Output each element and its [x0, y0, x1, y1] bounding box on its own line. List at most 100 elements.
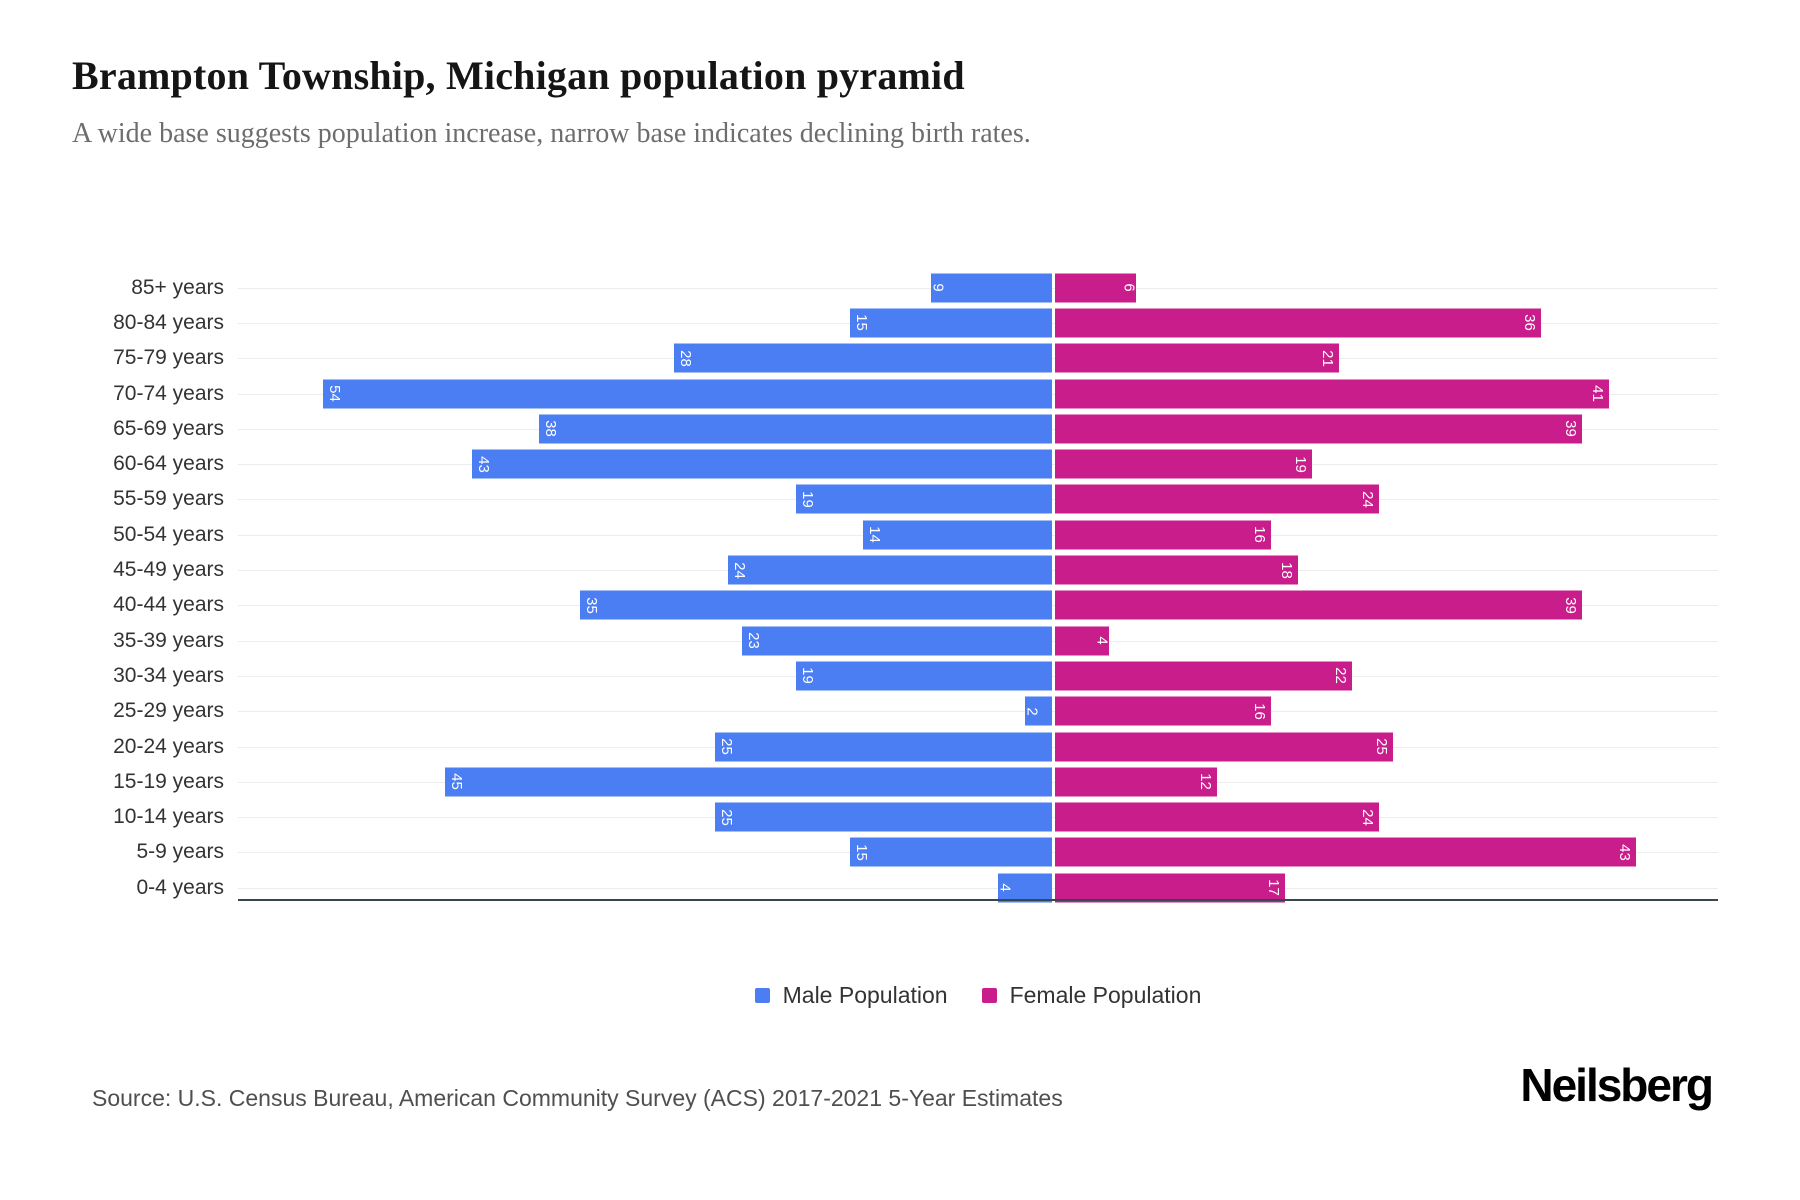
pyramid-row: 85+ years 9 6 [0, 270, 1800, 305]
female-bar: 24 [1055, 802, 1379, 832]
female-bar: 22 [1055, 661, 1352, 691]
pyramid-row: 40-44 years 35 39 [0, 588, 1800, 623]
male-legend-swatch-icon [754, 988, 770, 1003]
male-bar: 19 [795, 484, 1052, 514]
age-group-label: 45-49 years [113, 558, 224, 582]
female-bar: 12 [1055, 767, 1217, 797]
age-group-label: 55-59 years [113, 487, 224, 511]
male-bar: 38 [539, 414, 1052, 444]
pyramid-row: 55-59 years 19 24 [0, 482, 1800, 517]
age-group-label: 50-54 years [113, 522, 224, 546]
female-bar: 6 [1055, 273, 1138, 303]
male-bar: 54 [323, 379, 1052, 409]
female-bar-value: 22 [1332, 667, 1350, 685]
page-title: Brampton Township, Michigan population p… [72, 53, 965, 98]
age-group-label: 70-74 years [113, 381, 224, 405]
male-bar-value: 25 [717, 808, 735, 826]
female-bar-value: 6 [1120, 283, 1138, 292]
female-bar: 18 [1055, 555, 1298, 585]
female-bar-value: 25 [1372, 738, 1390, 755]
female-legend-label: Female Population [1009, 982, 1202, 1008]
pyramid-row: 75-79 years 28 21 [0, 341, 1800, 376]
female-bar-value: 39 [1561, 420, 1579, 438]
age-group-label: 5-9 years [136, 840, 224, 864]
male-bar-value: 9 [929, 283, 947, 292]
pyramid-row: 25-29 years 2 16 [0, 694, 1800, 729]
female-bar: 36 [1055, 308, 1541, 338]
age-group-label: 35-39 years [113, 628, 224, 652]
female-bar: 24 [1055, 484, 1379, 514]
male-bar-value: 19 [798, 667, 816, 685]
age-group-label: 0-4 years [136, 875, 224, 899]
female-bar-value: 16 [1251, 526, 1269, 544]
pyramid-row: 10-14 years 25 24 [0, 799, 1800, 834]
female-bar-value: 24 [1359, 808, 1377, 826]
male-bar: 25 [714, 802, 1052, 832]
age-group-label: 25-29 years [113, 699, 224, 723]
female-legend-swatch-icon [981, 988, 997, 1003]
male-bar-value: 25 [717, 738, 735, 755]
pyramid-row: 60-64 years 43 19 [0, 446, 1800, 481]
male-bar-value: 28 [676, 349, 694, 367]
male-bar: 28 [674, 343, 1052, 373]
female-bar: 19 [1055, 449, 1312, 479]
age-group-label: 20-24 years [113, 734, 224, 758]
pyramid-row: 35-39 years 23 4 [0, 623, 1800, 658]
female-bar-value: 19 [1291, 455, 1309, 473]
pyramid-row: 50-54 years 14 16 [0, 517, 1800, 552]
gridline [238, 887, 1718, 889]
age-group-label: 60-64 years [113, 452, 224, 476]
female-bar: 41 [1055, 379, 1609, 409]
age-group-label: 10-14 years [113, 805, 224, 829]
chart-legend: Male Population Female Population [238, 982, 1718, 1009]
female-bar-value: 21 [1318, 349, 1336, 367]
male-bar-value: 35 [582, 596, 600, 614]
male-bar-value: 38 [541, 420, 559, 438]
male-bar: 43 [471, 449, 1052, 479]
female-bar-value: 12 [1197, 773, 1215, 791]
female-bar: 16 [1055, 520, 1271, 550]
age-group-label: 30-34 years [113, 663, 224, 687]
female-bar: 25 [1055, 732, 1393, 761]
male-bar-value: 24 [730, 561, 748, 579]
pyramid-row: 20-24 years 25 25 [0, 729, 1800, 764]
male-bar: 15 [849, 837, 1052, 867]
pyramid-row: 0-4 years 4 17 [0, 870, 1800, 905]
pyramid-row: 80-84 years 15 36 [0, 305, 1800, 340]
male-bar: 2 [1023, 696, 1052, 726]
age-group-label: 15-19 years [113, 769, 224, 793]
age-group-label: 65-69 years [113, 416, 224, 440]
male-bar: 24 [728, 555, 1052, 585]
female-bar: 39 [1055, 590, 1582, 620]
male-bar-value: 45 [447, 773, 465, 791]
female-bar: 4 [1055, 626, 1111, 656]
female-bar-value: 4 [1093, 636, 1111, 645]
male-bar: 9 [929, 273, 1052, 303]
female-bar-value: 18 [1278, 561, 1296, 579]
female-bar: 39 [1055, 414, 1582, 444]
male-bar: 23 [741, 626, 1052, 656]
male-bar: 35 [579, 590, 1052, 620]
male-bar-value: 54 [325, 385, 343, 402]
female-bar-value: 43 [1615, 844, 1633, 861]
age-group-label: 75-79 years [113, 346, 224, 370]
female-bar-value: 41 [1588, 385, 1606, 402]
female-bar-value: 17 [1264, 879, 1282, 897]
female-bar: 16 [1055, 696, 1271, 726]
gridline [238, 711, 1718, 713]
pyramid-row: 70-74 years 54 41 [0, 376, 1800, 411]
male-legend-label: Male Population [782, 982, 948, 1008]
male-bar-value: 14 [865, 526, 883, 544]
female-bar: 17 [1055, 873, 1285, 903]
female-bar-value: 36 [1521, 314, 1539, 332]
male-bar-value: 19 [798, 491, 816, 508]
page-subtitle: A wide base suggests population increase… [72, 118, 1031, 149]
male-bar: 19 [795, 661, 1052, 691]
male-bar-value: 2 [1023, 707, 1041, 716]
male-bar-value: 4 [996, 883, 1014, 892]
male-bar: 25 [714, 732, 1052, 761]
source-attribution: Source: U.S. Census Bureau, American Com… [92, 1085, 1063, 1111]
pyramid-row: 45-49 years 24 18 [0, 552, 1800, 587]
age-group-label: 80-84 years [113, 310, 224, 334]
